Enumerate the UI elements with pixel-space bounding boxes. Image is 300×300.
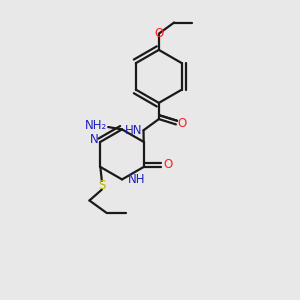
Text: S: S [98,179,106,192]
Text: NH₂: NH₂ [84,119,107,132]
Text: O: O [163,158,172,171]
Text: O: O [178,117,187,130]
Text: NH: NH [128,173,145,186]
Text: O: O [154,27,164,40]
Text: N: N [89,133,98,146]
Text: HN: HN [125,124,143,137]
